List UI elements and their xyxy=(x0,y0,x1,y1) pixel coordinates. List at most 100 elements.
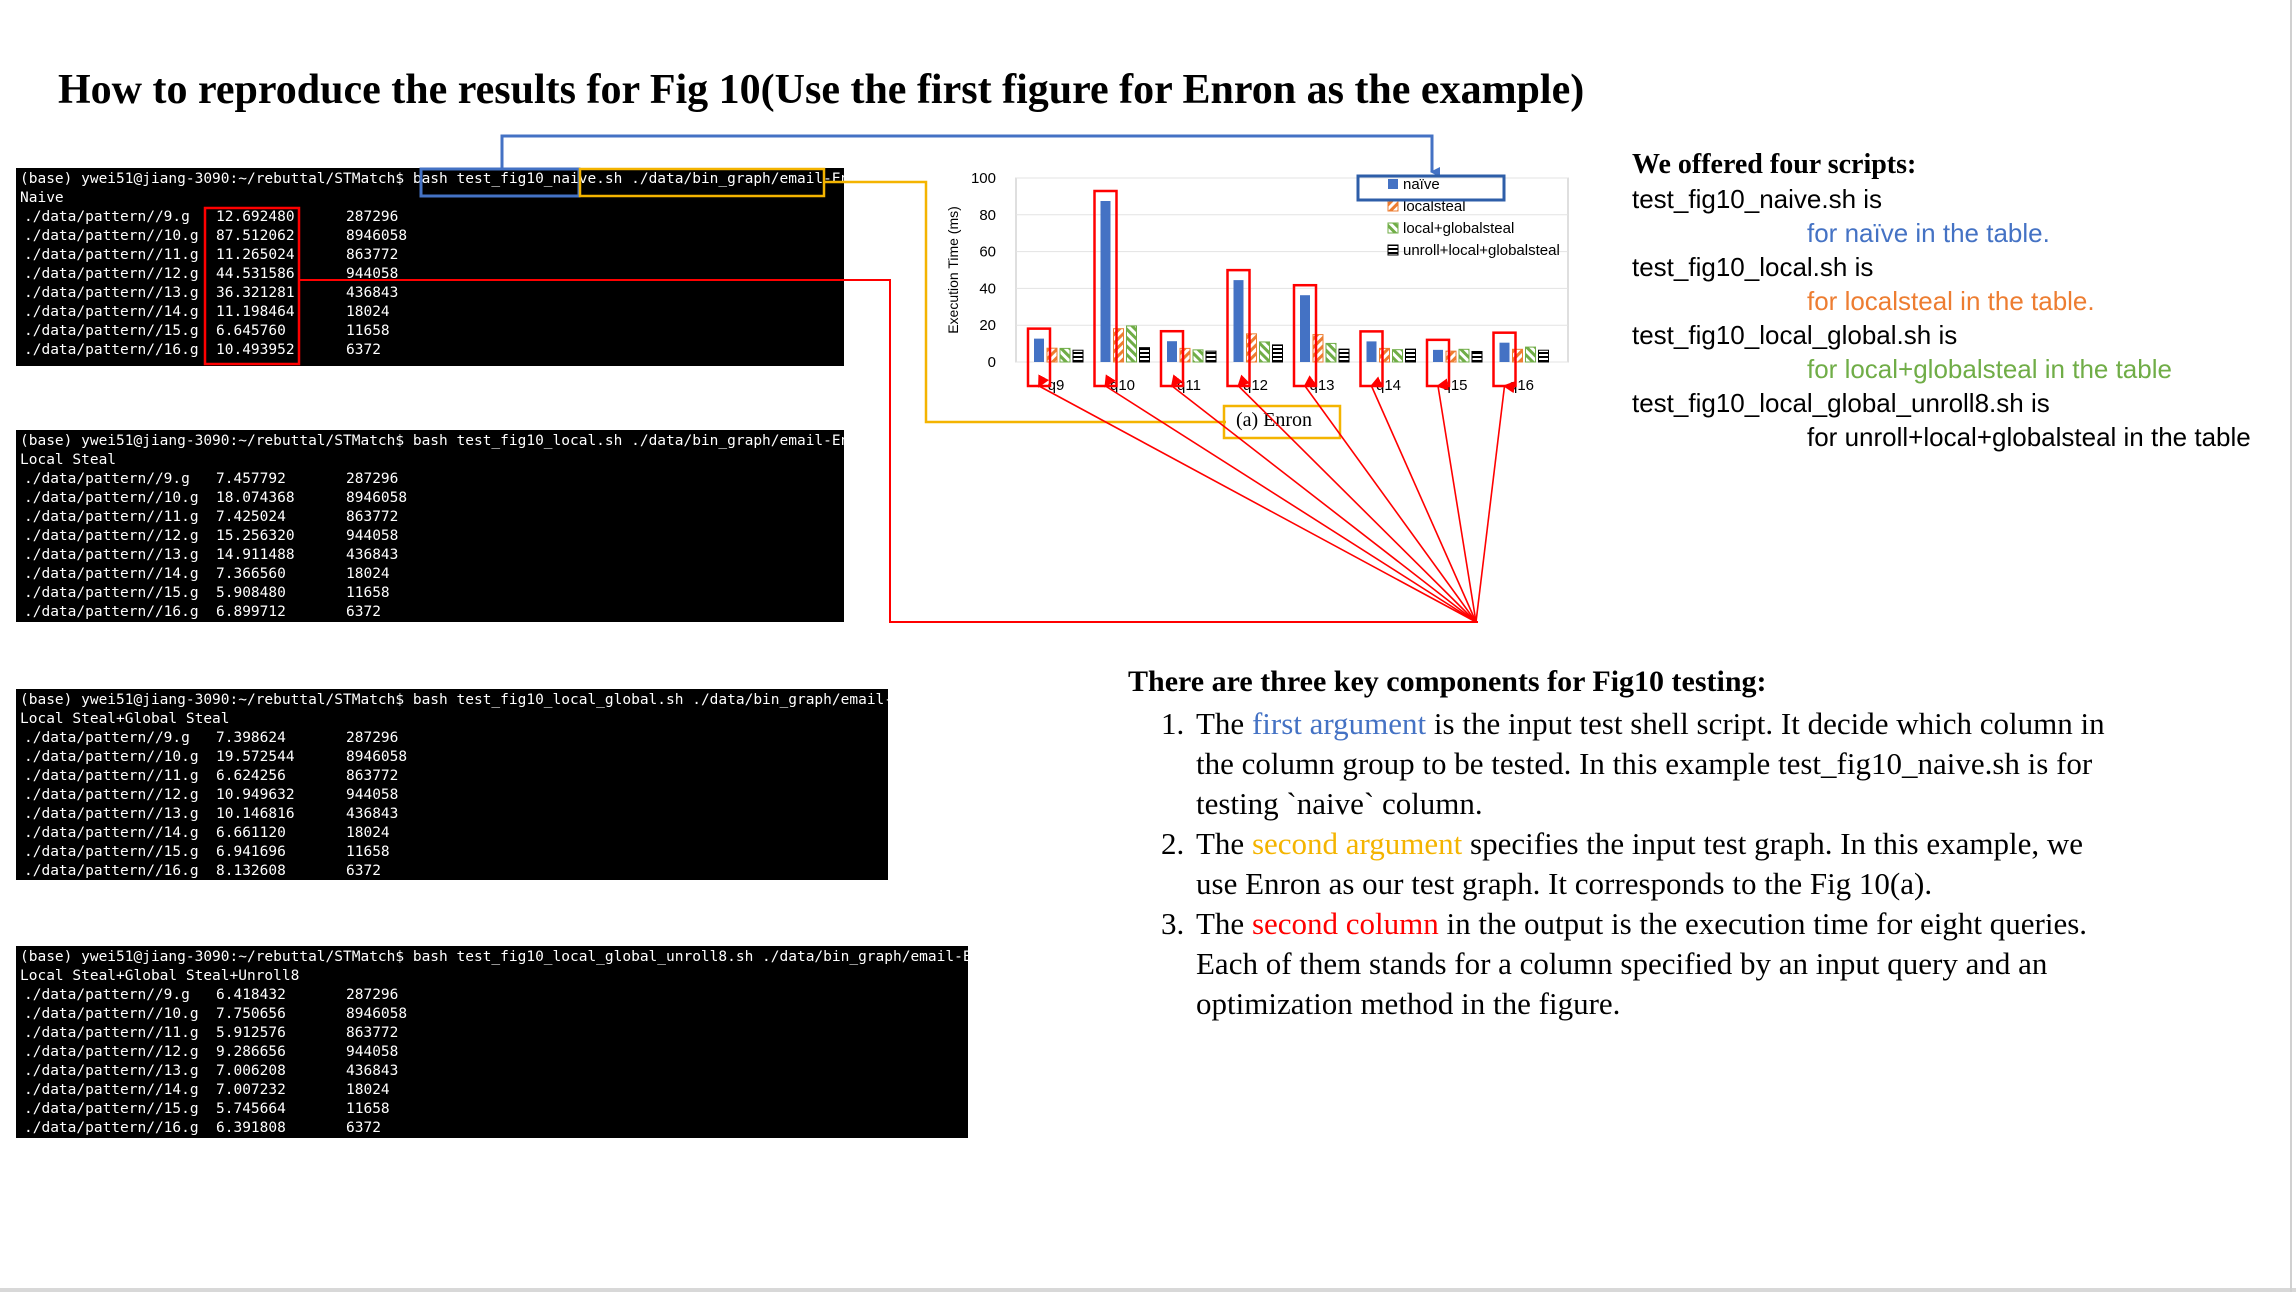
component-item: The second column in the output is the e… xyxy=(1192,904,2128,1024)
terminal-row: ./data/pattern//9.g 7.457792 287296 xyxy=(20,470,840,489)
match-count: 18024 xyxy=(346,566,390,582)
x-tick-label: q15 xyxy=(1442,377,1467,394)
plot-area xyxy=(1015,177,1569,363)
match-count: 8946058 xyxy=(346,490,408,506)
match-count: 8946058 xyxy=(346,228,408,244)
y-tick-label: 20 xyxy=(979,317,996,334)
match-count: 6372 xyxy=(346,863,381,879)
y-tick-label: 60 xyxy=(979,244,996,261)
match-count: 6372 xyxy=(346,604,381,620)
x-tick-label: q14 xyxy=(1376,377,1401,394)
pattern-path: ./data/pattern//13.g xyxy=(24,547,199,563)
terminal-unroll: (base) ywei51@jiang-3090:~/rebuttal/STMa… xyxy=(16,946,1015,1138)
y-tick-label: 0 xyxy=(988,354,996,371)
bar-na-ve xyxy=(1167,341,1177,362)
pattern-path: ./data/pattern//10.g xyxy=(24,749,199,765)
terminal-row: ./data/pattern//11.g 7.425024 863772 xyxy=(20,508,840,527)
pattern-path: ./data/pattern//9.g xyxy=(24,209,190,225)
prompt-text: (base) ywei51@jiang-3090:~/rebuttal/STMa… xyxy=(20,949,457,965)
match-count: 863772 xyxy=(346,768,399,784)
execution-time: 87.512062 xyxy=(216,228,295,244)
graph-argument: ./data/bin_graph/email-Enron/ xyxy=(631,171,885,187)
pattern-path: ./data/pattern//16.g xyxy=(24,604,199,620)
terminal-label: Local Steal+Global Steal xyxy=(20,711,230,727)
script-name: test_fig10_local.sh is xyxy=(1632,252,1874,282)
execution-time: 5.908480 xyxy=(216,585,286,601)
pattern-path: ./data/pattern//11.g xyxy=(24,247,199,263)
script-description: for local+globalsteal in the table xyxy=(1807,354,2172,384)
component-text: is the input test shell script. It decid… xyxy=(1196,706,2105,821)
terminal-label: Local Steal+Global Steal+Unroll8 xyxy=(20,968,300,984)
script-argument: test_fig10_naive.sh xyxy=(456,171,623,187)
legend-swatch xyxy=(1387,200,1399,212)
execution-time: 7.750656 xyxy=(216,1006,286,1022)
bar-na-ve xyxy=(1300,295,1310,362)
terminal-row: ./data/pattern//12.g 15.256320 944058 xyxy=(20,527,840,546)
execution-time: 6.941696 xyxy=(216,844,286,860)
bar-localsteal xyxy=(1179,347,1191,363)
execution-time: 7.366560 xyxy=(216,566,286,582)
pattern-path: ./data/pattern//14.g xyxy=(24,566,199,582)
execution-time: 7.457792 xyxy=(216,471,286,487)
bottom-border xyxy=(0,1288,2296,1292)
script-description: for localsteal in the table. xyxy=(1807,286,2095,316)
terminal-row: ./data/pattern//16.g 6.391808 6372 xyxy=(20,1119,964,1138)
execution-time: 36.321281 xyxy=(216,285,295,301)
execution-time: 8.132608 xyxy=(216,863,286,879)
match-count: 11658 xyxy=(346,844,390,860)
pattern-path: ./data/pattern//15.g xyxy=(24,585,199,601)
components-heading: There are three key components for Fig10… xyxy=(1128,665,1767,698)
script-name: test_fig10_local_global.sh is xyxy=(1632,320,1958,350)
match-count: 863772 xyxy=(346,1025,399,1041)
bar-unroll-local-globalsteal xyxy=(1139,347,1150,363)
pattern-path: ./data/pattern//12.g xyxy=(24,266,199,282)
pattern-path: ./data/pattern//15.g xyxy=(24,1101,199,1117)
match-count: 944058 xyxy=(346,1044,399,1060)
terminal-label: Naive xyxy=(20,190,64,206)
match-count: 436843 xyxy=(346,285,399,301)
script-argument: test_fig10_local.sh xyxy=(456,433,623,449)
pattern-path: ./data/pattern//12.g xyxy=(24,787,199,803)
pattern-path: ./data/pattern//11.g xyxy=(24,509,199,525)
bar-localsteal xyxy=(1046,347,1058,363)
prompt-text: (base) ywei51@jiang-3090:~/rebuttal/STMa… xyxy=(20,692,457,708)
pattern-path: ./data/pattern//14.g xyxy=(24,304,199,320)
terminal-row: ./data/pattern//12.g 44.531586 944058 xyxy=(20,265,840,284)
y-tick-label: 40 xyxy=(979,280,996,297)
match-count: 8946058 xyxy=(346,749,408,765)
pattern-path: ./data/pattern//10.g xyxy=(24,228,199,244)
prompt-text: (base) ywei51@jiang-3090:~/rebuttal/STMa… xyxy=(20,433,457,449)
execution-time: 11.265024 xyxy=(216,247,295,263)
match-count: 287296 xyxy=(346,471,399,487)
x-tick-label: q11 xyxy=(1177,377,1201,394)
match-count: 8946058 xyxy=(346,1006,408,1022)
x-tick-label: q16 xyxy=(1509,377,1534,394)
terminal-row: ./data/pattern//11.g 11.265024 863772 xyxy=(20,246,840,265)
bar-local-globalsteal xyxy=(1126,325,1137,363)
terminal-row: ./data/pattern//14.g 6.661120 18024 xyxy=(20,824,884,843)
pattern-path: ./data/pattern//10.g xyxy=(24,490,199,506)
script-name: test_fig10_local_global_unroll8.sh is xyxy=(1632,388,2050,418)
terminal-row: ./data/pattern//10.g 18.074368 8946058 xyxy=(20,489,840,508)
bar-localsteal xyxy=(1445,350,1457,363)
terminal-row: ./data/pattern//16.g 8.132608 6372 xyxy=(20,862,884,881)
y-tick-label: 80 xyxy=(979,207,996,224)
execution-time: 7.007232 xyxy=(216,1082,286,1098)
pattern-path: ./data/pattern//9.g xyxy=(24,987,190,1003)
right-border xyxy=(2290,0,2292,1292)
match-count: 944058 xyxy=(346,528,399,544)
execution-time: 44.531586 xyxy=(216,266,295,282)
execution-time: 9.286656 xyxy=(216,1044,286,1060)
pattern-path: ./data/pattern//13.g xyxy=(24,806,199,822)
match-count: 944058 xyxy=(346,787,399,803)
pattern-path: ./data/pattern//14.g xyxy=(24,825,199,841)
bar-local-globalsteal xyxy=(1325,342,1337,363)
x-tick-label: q13 xyxy=(1309,377,1334,394)
component-highlight: first argument xyxy=(1251,706,1427,741)
terminal-prompt: (base) ywei51@jiang-3090:~/rebuttal/STMa… xyxy=(20,948,1015,967)
terminal-row: ./data/pattern//13.g 7.006208 436843 xyxy=(20,1062,964,1081)
y-axis-label: Execution Time (ms) xyxy=(945,206,961,334)
match-count: 6372 xyxy=(346,342,381,358)
terminal-row: ./data/pattern//15.g 6.941696 11658 xyxy=(20,843,884,862)
script-description: for unroll+local+globalsteal in the tabl… xyxy=(1807,422,2251,452)
